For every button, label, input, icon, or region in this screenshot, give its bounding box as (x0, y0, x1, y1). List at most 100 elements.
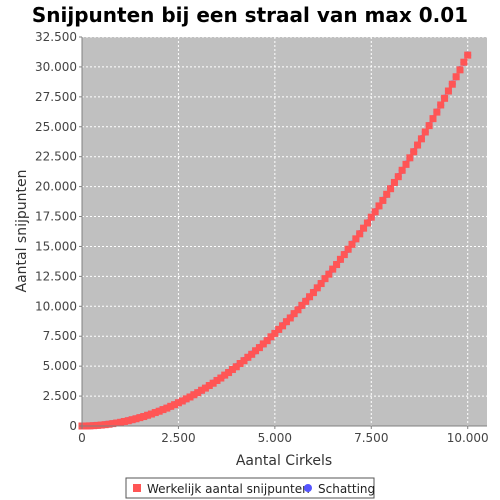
data-point-werkelijk (167, 402, 175, 410)
data-point-werkelijk (460, 58, 468, 66)
data-point-werkelijk (410, 148, 418, 156)
data-point-werkelijk (421, 128, 429, 136)
data-point-werkelijk (406, 154, 414, 162)
x-tick-label: 5.000 (258, 431, 292, 445)
y-tick-label: 0 (69, 419, 77, 433)
data-point-werkelijk (267, 333, 275, 341)
data-point-werkelijk (255, 344, 263, 352)
data-point-werkelijk (240, 357, 248, 365)
data-point-werkelijk (159, 406, 167, 414)
data-point-werkelijk (225, 369, 233, 377)
data-point-werkelijk (120, 417, 128, 425)
data-point-werkelijk (163, 404, 171, 412)
data-point-werkelijk (444, 87, 452, 95)
data-point-werkelijk (448, 80, 456, 88)
y-tick-label: 27.500 (35, 90, 77, 104)
data-point-werkelijk (140, 413, 148, 421)
x-tick-label: 0 (78, 431, 86, 445)
data-point-werkelijk (252, 347, 260, 355)
data-point-werkelijk (155, 407, 163, 415)
data-point-werkelijk (317, 280, 325, 288)
data-point-werkelijk (452, 73, 460, 81)
x-tick-label: 10.000 (447, 431, 489, 445)
chart-title: Snijpunten bij een straal van max 0.01 (32, 3, 468, 27)
data-point-werkelijk (329, 265, 337, 273)
y-tick-label: 12.500 (35, 269, 77, 283)
data-point-werkelijk (340, 251, 348, 259)
data-point-werkelijk (321, 275, 329, 283)
data-point-werkelijk (209, 379, 217, 387)
data-point-werkelijk (309, 289, 317, 297)
data-point-werkelijk (279, 322, 287, 330)
legend-marker-werkelijk (133, 484, 141, 492)
data-point-werkelijk (464, 51, 472, 59)
data-point-werkelijk (398, 166, 406, 174)
data-point-werkelijk (128, 416, 136, 424)
y-tick-label: 2.500 (43, 389, 77, 403)
data-point-werkelijk (371, 208, 379, 216)
data-point-werkelijk (425, 122, 433, 130)
legend: Werkelijk aantal snijpunten Schatting (125, 477, 375, 499)
data-point-werkelijk (101, 421, 109, 429)
data-point-werkelijk (387, 185, 395, 193)
y-tick-label: 32.500 (35, 30, 77, 44)
data-point-werkelijk (109, 420, 117, 428)
y-tick-label: 20.000 (35, 180, 77, 194)
data-point-werkelijk (390, 178, 398, 186)
y-tick-label: 10.000 (35, 299, 77, 313)
data-point-werkelijk (205, 382, 213, 390)
data-point-werkelijk (190, 391, 198, 399)
data-point-werkelijk (201, 384, 209, 392)
plot-area (82, 37, 487, 426)
legend-box (125, 477, 375, 499)
data-point-werkelijk (325, 270, 333, 278)
data-point-werkelijk (333, 261, 341, 269)
data-point-werkelijk (182, 395, 190, 403)
data-point-werkelijk (221, 371, 229, 379)
y-axis-ticks: 0 2.500 5.000 7.500 10.000 12.500 15.000 17.500… (35, 30, 82, 433)
data-point-werkelijk (124, 417, 132, 425)
data-point-werkelijk (132, 415, 140, 423)
data-point-werkelijk (113, 419, 121, 427)
grid-lines (82, 36, 487, 426)
axes (81, 37, 487, 427)
data-point-werkelijk (306, 293, 314, 301)
data-point-werkelijk (136, 414, 144, 422)
data-point-werkelijk (244, 353, 252, 361)
data-point-werkelijk (147, 410, 155, 418)
data-point-werkelijk (313, 284, 321, 292)
data-point-werkelijk (117, 418, 125, 426)
data-point-werkelijk (186, 393, 194, 401)
data-point-werkelijk (344, 245, 352, 253)
data-point-werkelijk (93, 421, 101, 429)
data-point-werkelijk (302, 297, 310, 305)
y-axis-label: Aantal snijpunten (14, 170, 30, 293)
data-point-werkelijk (236, 360, 244, 368)
data-point-werkelijk (194, 389, 202, 397)
data-point-werkelijk (275, 325, 283, 333)
x-tick-label: 7.500 (354, 431, 388, 445)
data-markers (78, 51, 472, 430)
data-point-werkelijk (417, 135, 425, 143)
data-point-werkelijk (174, 399, 182, 407)
y-tick-label: 17.500 (35, 210, 77, 224)
data-point-werkelijk (360, 224, 368, 232)
data-point-werkelijk (259, 340, 267, 348)
data-point-werkelijk (394, 173, 402, 181)
data-point-werkelijk (352, 235, 360, 243)
data-point-werkelijk (105, 420, 113, 428)
data-point-werkelijk (213, 376, 221, 384)
data-point-werkelijk (290, 310, 298, 318)
data-point-werkelijk (414, 141, 422, 149)
y-tick-label: 22.500 (35, 150, 77, 164)
legend-marker-schatting (304, 484, 312, 492)
data-point-werkelijk (151, 409, 159, 417)
data-point-werkelijk (383, 190, 391, 198)
data-point-werkelijk (282, 318, 290, 326)
data-point-werkelijk (456, 66, 464, 74)
data-point-werkelijk (294, 306, 302, 314)
x-tick-label: 2.500 (161, 431, 195, 445)
data-point-werkelijk (379, 196, 387, 204)
data-point-werkelijk (367, 213, 375, 221)
